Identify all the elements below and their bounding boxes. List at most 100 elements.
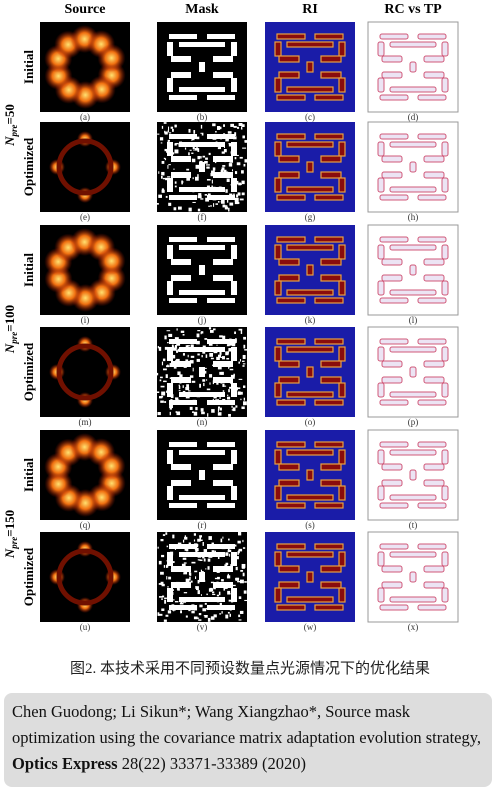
mask-noise [159,137,164,141]
mask-noise [225,562,229,565]
mask-noise [216,598,220,603]
mask-noise [190,344,194,349]
mask-noise [166,545,169,548]
mask-noise [166,576,168,580]
mask-noise [169,406,172,410]
mask-noise [201,411,205,415]
mask-noise [161,171,165,176]
mask-feature [167,142,173,156]
ri-feature [320,376,342,384]
source-pole [97,246,126,275]
mask-noise [218,146,221,149]
mask-noise [166,560,171,562]
ri-feature [320,71,342,79]
panel-label: (j) [198,315,207,325]
mask-noise [200,569,202,573]
mask-noise [169,377,171,380]
rc-feature [377,141,385,157]
mask-noise [195,549,198,554]
mask-noise [227,396,231,400]
mask-noise [174,337,179,342]
mask-noise [195,407,198,411]
ri-feature [278,581,300,589]
rc-feature [389,494,437,501]
mask-noise [183,572,188,575]
mask-noise [170,392,173,395]
mask-noise [234,171,237,174]
mask-noise [188,571,191,576]
mask-noise [173,168,175,170]
mask-feature [167,178,173,192]
panel-label: (t) [409,520,418,530]
panel-image [157,430,247,520]
mask-noise [243,397,246,401]
mask-noise [229,202,234,206]
mask-noise [224,158,227,163]
mask-noise [219,602,222,607]
mask-noise [219,395,221,399]
mask-noise [164,148,168,152]
mask-noise [159,379,162,382]
mask-noise [202,554,206,556]
mask-noise [158,613,163,616]
mask-noise [220,538,223,543]
mask-noise [192,547,195,550]
mask-feature [179,552,225,557]
mask-noise [223,169,227,173]
mask-noise [205,568,207,570]
mask-noise [207,566,210,570]
citation-journal: Optics Express [12,754,118,773]
mask-noise [214,550,216,553]
mask-noise [237,192,241,196]
mask-noise [233,145,237,149]
mask-noise [157,412,161,416]
mask-noise [216,172,221,175]
mask-noise [197,353,200,356]
mask-noise [224,171,229,176]
mask-noise [205,354,208,358]
ri-feature [320,55,342,63]
mask-noise [209,374,213,378]
mask-noise [212,591,215,594]
mask-noise [228,143,233,145]
mask-feature [231,450,237,464]
mask-noise [167,364,169,366]
mask-noise [204,614,208,618]
mask-noise [206,606,209,609]
mask-feature [213,464,233,470]
mask-noise [197,538,201,542]
panel-label: (w) [304,622,317,632]
ri-feature [276,604,306,611]
mask-noise [184,174,188,178]
mask-noise [167,342,169,344]
mask-noise [216,381,219,385]
mask-noise [195,545,199,548]
mask-noise [173,347,177,351]
mask-noise [188,128,191,133]
mask-noise [161,583,165,587]
mask-noise [216,581,219,583]
ri-feature [338,382,346,398]
mask-noise [208,152,211,156]
mask-noise [241,170,244,174]
mask-noise [181,401,185,404]
mask-noise [160,400,164,403]
mask-noise [230,593,235,595]
mask-noise [234,132,237,136]
mask-feature [167,486,173,500]
mask-noise [219,351,222,355]
mask-noise [175,399,180,404]
mask-noise [193,616,198,620]
mask-noise [192,598,194,601]
mask-feature [231,281,237,295]
rc-feature [377,346,385,362]
ri-feature [338,551,346,567]
mask-noise [218,406,220,409]
mask-noise [160,376,163,379]
rc-feature [379,441,409,448]
mask-noise [191,604,195,607]
mask-noise [167,139,171,142]
mask-noise [196,146,198,149]
mask-feature [207,400,235,405]
